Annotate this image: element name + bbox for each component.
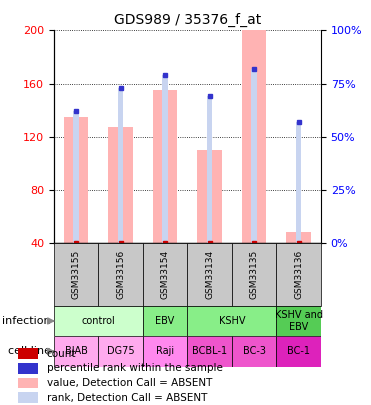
Text: GSM33134: GSM33134 <box>205 250 214 299</box>
Bar <box>54 243 98 306</box>
Text: control: control <box>82 316 115 326</box>
Bar <box>296 122 301 243</box>
Bar <box>197 150 222 243</box>
Text: KSHV and
EBV: KSHV and EBV <box>275 310 323 332</box>
Text: KSHV: KSHV <box>219 316 245 326</box>
Bar <box>18 378 38 388</box>
Bar <box>18 392 38 403</box>
Bar <box>207 96 212 243</box>
Bar <box>143 243 187 306</box>
Bar <box>276 336 321 367</box>
Text: GSM33135: GSM33135 <box>250 250 259 299</box>
Text: BC-1: BC-1 <box>287 346 310 356</box>
Text: EBV: EBV <box>155 316 175 326</box>
Text: GSM33136: GSM33136 <box>294 250 303 299</box>
Bar <box>64 117 88 243</box>
Text: GSM33156: GSM33156 <box>116 250 125 299</box>
Bar <box>54 306 143 336</box>
Bar <box>143 306 187 336</box>
Text: rank, Detection Call = ABSENT: rank, Detection Call = ABSENT <box>47 393 207 403</box>
Bar <box>73 111 79 243</box>
Bar <box>232 336 276 367</box>
Bar <box>187 336 232 367</box>
Bar <box>252 68 257 243</box>
Bar <box>276 243 321 306</box>
Text: BJAB: BJAB <box>65 346 88 356</box>
Bar <box>286 232 311 243</box>
Text: cell line: cell line <box>8 346 51 356</box>
Bar <box>187 243 232 306</box>
Text: value, Detection Call = ABSENT: value, Detection Call = ABSENT <box>47 378 212 388</box>
Text: percentile rank within the sample: percentile rank within the sample <box>47 363 223 373</box>
Bar <box>153 90 177 243</box>
Text: DG75: DG75 <box>107 346 134 356</box>
Bar <box>143 336 187 367</box>
Text: count: count <box>47 349 76 358</box>
Bar <box>276 306 321 336</box>
Bar <box>162 75 168 243</box>
Bar <box>108 128 133 243</box>
Title: GDS989 / 35376_f_at: GDS989 / 35376_f_at <box>114 13 261 27</box>
Text: BC-3: BC-3 <box>243 346 266 356</box>
Bar <box>98 336 143 367</box>
Bar <box>18 363 38 373</box>
Text: GSM33155: GSM33155 <box>72 250 81 299</box>
Bar <box>98 243 143 306</box>
Bar <box>54 336 98 367</box>
Bar <box>242 30 266 243</box>
Bar <box>187 306 276 336</box>
Bar <box>232 243 276 306</box>
Bar <box>118 88 123 243</box>
Text: Raji: Raji <box>156 346 174 356</box>
Bar <box>18 348 38 359</box>
Text: infection: infection <box>3 316 51 326</box>
Text: GSM33154: GSM33154 <box>161 250 170 299</box>
Text: BCBL-1: BCBL-1 <box>192 346 227 356</box>
